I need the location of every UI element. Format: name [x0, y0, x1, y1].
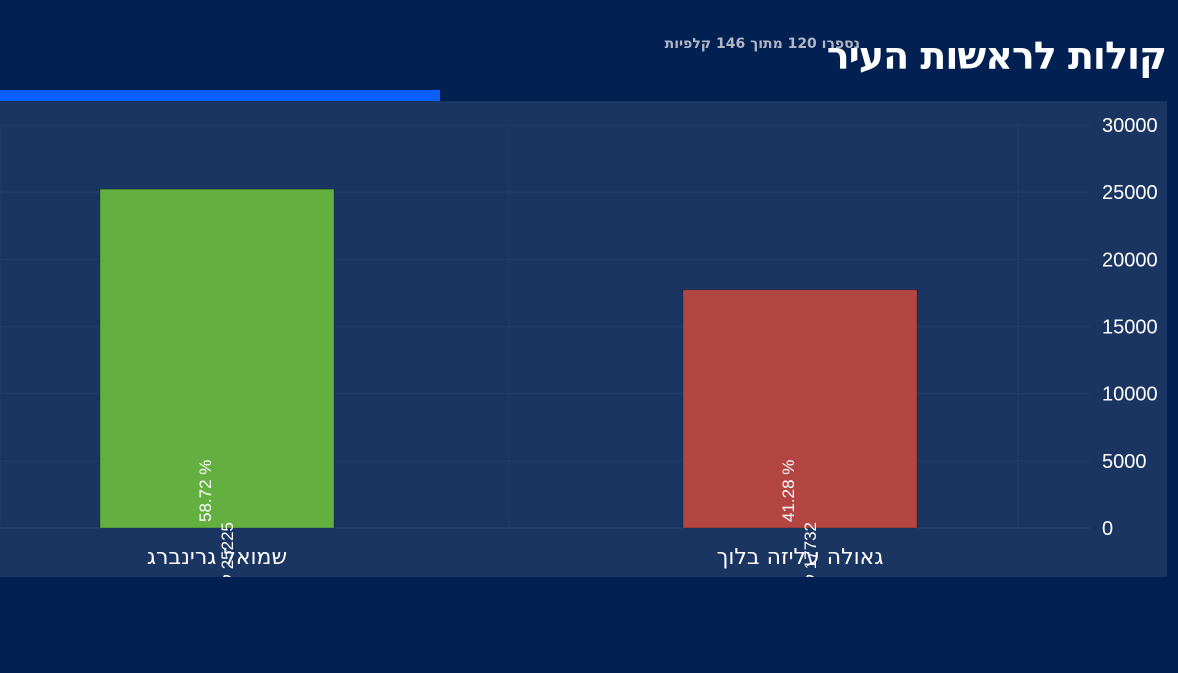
y-tick-label: 5000 — [1102, 451, 1147, 473]
counted-stations-subtitle: נספרו 120 מתוך 146 קלפיות — [664, 36, 860, 52]
chart-panel: 0 5000 10000 15000 20000 25000 30000 58.72 % 252… — [0, 101, 1167, 577]
bar-percent-label: 58.72 % — [196, 460, 215, 522]
counting-progress-bar — [0, 90, 441, 101]
y-tick-label: 15000 — [1102, 317, 1158, 339]
y-tick-label: 30000 — [1102, 115, 1158, 137]
x-category-label: שמואל גרינברג — [147, 545, 287, 570]
bar — [682, 289, 918, 529]
bar-votes-label: 17732 קולות — [801, 522, 820, 577]
y-tick-label: 20000 — [1102, 249, 1158, 271]
bar-percent-label: 41.28 % — [779, 460, 798, 522]
bar-votes-label: 25225 קולות — [218, 522, 237, 577]
x-category-label: גאולה עליזה בלוך — [717, 545, 884, 570]
y-tick-label: 10000 — [1102, 384, 1158, 406]
bar-chart: 0 5000 10000 15000 20000 25000 30000 58.72 %252… — [0, 115, 1158, 577]
y-tick-label: 0 — [1102, 518, 1113, 540]
bar-data-label: 41.28 %17732 קולות — [779, 460, 820, 577]
bar-data-label: 58.72 %25225 קולות — [196, 460, 237, 577]
bar — [99, 188, 335, 529]
y-tick-label: 25000 — [1102, 182, 1158, 204]
chart-title: קולות לראשות העיר — [826, 34, 1167, 78]
